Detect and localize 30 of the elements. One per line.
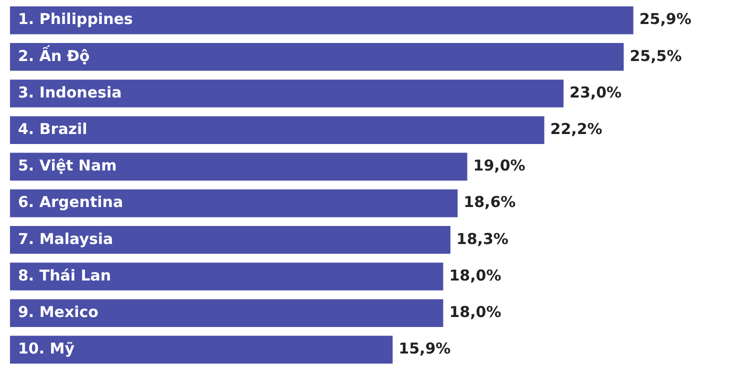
data-label: 15,9% xyxy=(398,340,451,358)
bar xyxy=(10,42,624,71)
bar xyxy=(10,6,634,34)
y-tick-label: 4. Brazil xyxy=(18,120,88,138)
bar xyxy=(10,116,544,144)
data-label: 25,5% xyxy=(630,46,682,65)
bar xyxy=(10,336,393,364)
y-tick-label: 6. Argentina xyxy=(18,193,124,212)
y-tick-label: 3. Indonesia xyxy=(18,83,122,102)
y-tick-label: 8. Thái Lan xyxy=(18,266,112,284)
bar xyxy=(10,152,468,181)
data-label: 25,9% xyxy=(639,10,692,28)
bar xyxy=(10,226,450,254)
y-tick-label: 7. Malaysia xyxy=(18,230,114,248)
bar xyxy=(10,80,564,108)
bar xyxy=(10,262,444,290)
data-label: 19,0% xyxy=(473,156,526,175)
data-label: 18,0% xyxy=(449,302,502,321)
bar xyxy=(10,189,458,218)
y-tick-label: 9. Mexico xyxy=(18,302,98,321)
data-label: 18,3% xyxy=(456,230,508,248)
y-tick-label: 10. Mỹ xyxy=(18,340,75,358)
bar xyxy=(10,299,444,328)
data-label: 23,0% xyxy=(570,83,622,102)
y-tick-label: 5. Việt Nam xyxy=(18,156,117,175)
data-label: 18,0% xyxy=(449,266,502,284)
y-tick-label: 2. Ấn Độ xyxy=(18,44,90,65)
data-label: 18,6% xyxy=(464,193,516,212)
data-label: 22,2% xyxy=(550,120,602,138)
y-tick-label: 1. Philippines xyxy=(18,10,133,28)
